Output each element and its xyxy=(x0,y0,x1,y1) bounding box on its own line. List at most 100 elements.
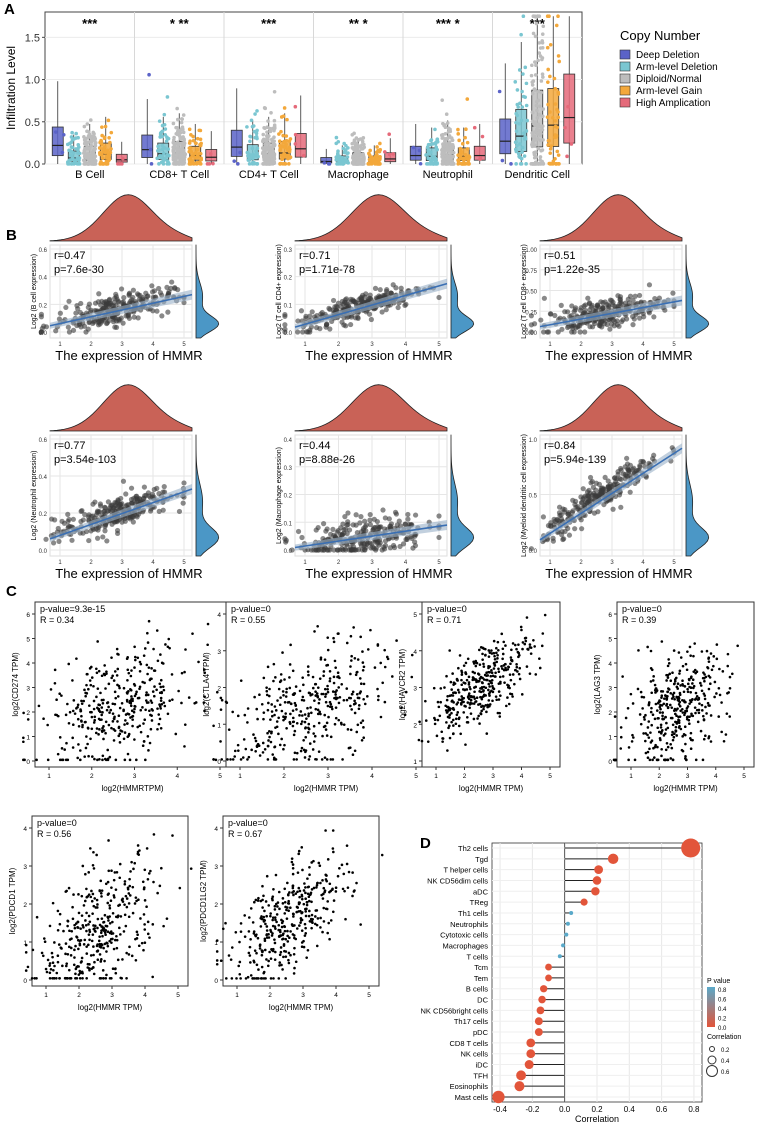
scatter-point xyxy=(286,701,290,704)
y-tick-label: 0.0 xyxy=(529,549,538,555)
box-point xyxy=(282,106,287,110)
scatter-point xyxy=(361,668,365,672)
scatter-point xyxy=(503,681,506,684)
box-point xyxy=(250,146,255,151)
box-point xyxy=(445,121,450,125)
scatter-point xyxy=(469,701,472,705)
box-point xyxy=(445,162,450,166)
scatter-point xyxy=(93,960,96,964)
box-point xyxy=(350,133,355,137)
scatter-point xyxy=(88,528,94,534)
scatter-point xyxy=(379,715,383,719)
box-body xyxy=(563,73,576,144)
x-tick-label: 3 xyxy=(133,773,137,780)
scatter-point xyxy=(317,701,321,705)
scatter-point xyxy=(704,734,707,738)
scatter-point xyxy=(283,743,286,747)
scatter-point xyxy=(516,670,519,673)
scatter-point xyxy=(330,707,334,711)
scatter-point xyxy=(352,702,356,706)
box-point xyxy=(181,148,186,152)
scatter-point xyxy=(718,693,722,697)
scatter-point xyxy=(113,702,117,706)
scatter-point xyxy=(687,677,691,681)
scatter-point xyxy=(279,673,283,676)
box-point xyxy=(69,162,74,166)
scatter-point xyxy=(66,298,72,304)
scatter-point xyxy=(168,285,174,291)
scatter-point xyxy=(126,678,129,682)
box-point xyxy=(172,141,176,146)
scatter-point xyxy=(353,749,357,753)
correlation-p: p=1.71e-78 xyxy=(299,264,355,276)
scatter-point xyxy=(669,691,673,695)
scatter-point xyxy=(510,648,513,652)
y-tick-label: 0.2 xyxy=(284,494,293,500)
scatter-point xyxy=(487,655,491,658)
scatter-point xyxy=(276,699,279,702)
scatter-point xyxy=(362,518,368,524)
scatter-point xyxy=(224,700,228,704)
scatter-point xyxy=(403,713,407,717)
scatter-point xyxy=(688,722,691,725)
scatter-point xyxy=(158,703,161,706)
box-point xyxy=(367,151,371,156)
scatter-point xyxy=(183,745,186,748)
scatter-point xyxy=(143,647,147,650)
scatter-point xyxy=(122,737,126,741)
scatter-point xyxy=(701,676,705,680)
box-point xyxy=(100,125,104,129)
scatter-point xyxy=(336,671,340,674)
scatter-point xyxy=(302,748,306,752)
scatter-point xyxy=(117,714,121,718)
scatter-point xyxy=(144,708,147,712)
scatter-point xyxy=(443,686,446,689)
scatter-point xyxy=(526,647,529,651)
box-group xyxy=(97,116,114,166)
correlation-r: r=0.77 xyxy=(54,440,86,452)
scatter-point xyxy=(149,727,153,731)
scatter-point xyxy=(326,704,330,708)
scatter-point xyxy=(109,708,113,712)
y-axis-title: Infiltration Level xyxy=(4,46,18,130)
scatter-point xyxy=(164,643,167,646)
scatter-point xyxy=(661,711,664,714)
box-point xyxy=(352,154,357,158)
scatter-point xyxy=(511,695,514,698)
box-group xyxy=(141,72,154,166)
scatter-point xyxy=(160,507,166,513)
box-point xyxy=(272,155,276,159)
box-point xyxy=(554,23,559,28)
scatter-point xyxy=(124,894,128,898)
scatter-point xyxy=(654,743,657,747)
scatter-point xyxy=(326,663,330,667)
box-point xyxy=(195,147,200,152)
scatter-point xyxy=(457,724,461,728)
box-point xyxy=(193,151,198,155)
box-point xyxy=(370,158,375,163)
scatter-point xyxy=(649,710,653,714)
scatter-point xyxy=(665,741,669,745)
scatter-point xyxy=(446,694,449,698)
scatter-point xyxy=(72,963,76,967)
box-point xyxy=(108,140,112,145)
scatter-point xyxy=(457,717,461,721)
y-tick-label: 1.00 xyxy=(525,248,537,254)
box-point xyxy=(478,157,482,161)
r-value-label: R = 0.39 xyxy=(622,615,656,625)
scatter-point xyxy=(675,722,679,725)
scatter-point xyxy=(161,685,165,688)
scatter-point xyxy=(102,528,108,534)
box-point xyxy=(194,141,198,146)
y-tick-label: 4 xyxy=(23,826,27,833)
scatter-point xyxy=(139,917,142,920)
y-tick-label: 0.75 xyxy=(525,269,537,275)
scatter-point xyxy=(709,682,712,685)
scatter-point xyxy=(565,324,571,331)
scatter-point xyxy=(482,665,486,668)
scatter-point xyxy=(272,679,275,683)
scatter-point xyxy=(478,722,481,725)
scatter-point xyxy=(111,712,115,715)
